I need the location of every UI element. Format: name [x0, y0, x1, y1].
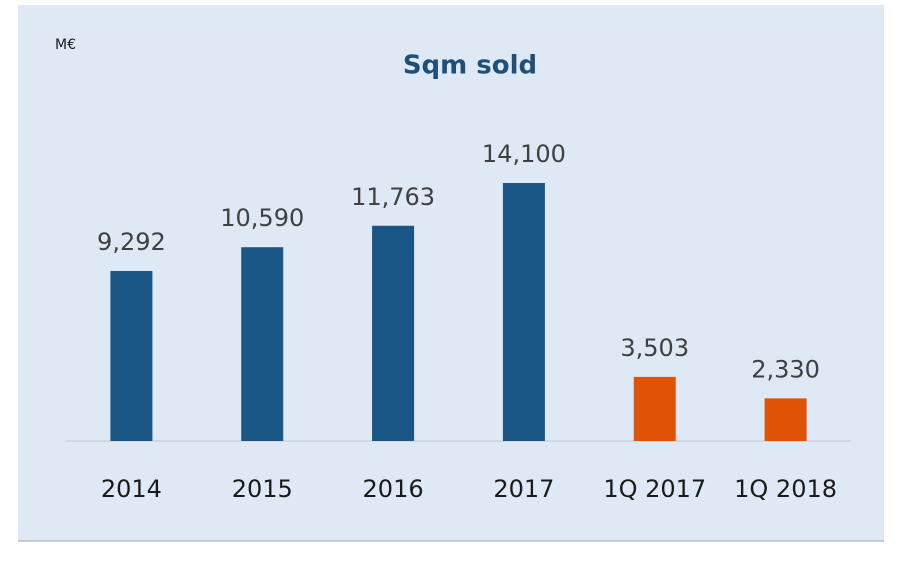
data-label: 3,503 [620, 334, 689, 362]
x-tick-label: 1Q 2017 [603, 475, 706, 503]
data-label: 11,763 [351, 183, 435, 211]
chart-title: Sqm sold [403, 51, 537, 81]
data-label: 14,100 [482, 140, 566, 168]
x-tick-label: 2015 [232, 475, 293, 503]
unit-label: M€ [55, 37, 76, 53]
bar [502, 183, 545, 441]
bar [764, 398, 807, 441]
x-tick-label: 2016 [363, 475, 424, 503]
x-tick-label: 2014 [101, 475, 162, 503]
data-label: 10,590 [220, 204, 304, 232]
bar [110, 270, 153, 441]
x-tick-label: 2017 [493, 475, 554, 503]
x-tick-label: 1Q 2018 [734, 475, 837, 503]
bar [241, 247, 284, 441]
data-label: 2,330 [751, 355, 820, 383]
bar [372, 225, 415, 441]
chart-background [18, 5, 884, 541]
bar [633, 376, 676, 441]
data-label: 9,292 [97, 228, 166, 256]
